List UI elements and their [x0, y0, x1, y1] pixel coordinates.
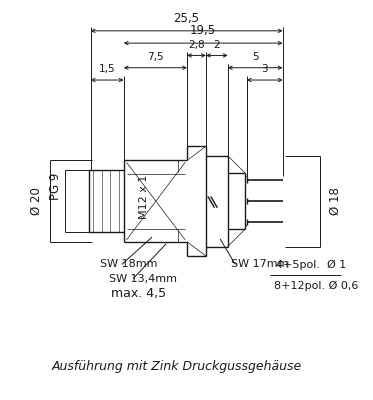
Text: 2: 2	[213, 40, 220, 50]
Text: Ø 20: Ø 20	[30, 187, 43, 215]
Text: 25,5: 25,5	[173, 12, 200, 25]
Text: PG 9: PG 9	[49, 172, 62, 200]
Text: 2,8: 2,8	[188, 40, 205, 50]
Text: Ø 18: Ø 18	[329, 187, 342, 215]
Text: 8+12pol. Ø 0,6: 8+12pol. Ø 0,6	[274, 281, 358, 291]
Text: SW 13,4mm: SW 13,4mm	[110, 274, 178, 284]
Text: SW 18mm: SW 18mm	[100, 260, 157, 270]
Text: 7,5: 7,5	[147, 52, 164, 62]
Text: 5: 5	[252, 52, 258, 62]
Text: 3: 3	[261, 64, 268, 74]
Text: max. 4,5: max. 4,5	[112, 287, 166, 300]
Text: M12 x 1: M12 x 1	[140, 174, 150, 218]
Text: 19,5: 19,5	[190, 24, 216, 38]
Text: 4+5pol.  Ø 1: 4+5pol. Ø 1	[276, 259, 346, 270]
Text: Ausführung mit Zink Druckgussgehäuse: Ausführung mit Zink Druckgussgehäuse	[51, 360, 302, 373]
Text: SW 17mm: SW 17mm	[231, 260, 288, 270]
Text: 1,5: 1,5	[99, 64, 115, 74]
